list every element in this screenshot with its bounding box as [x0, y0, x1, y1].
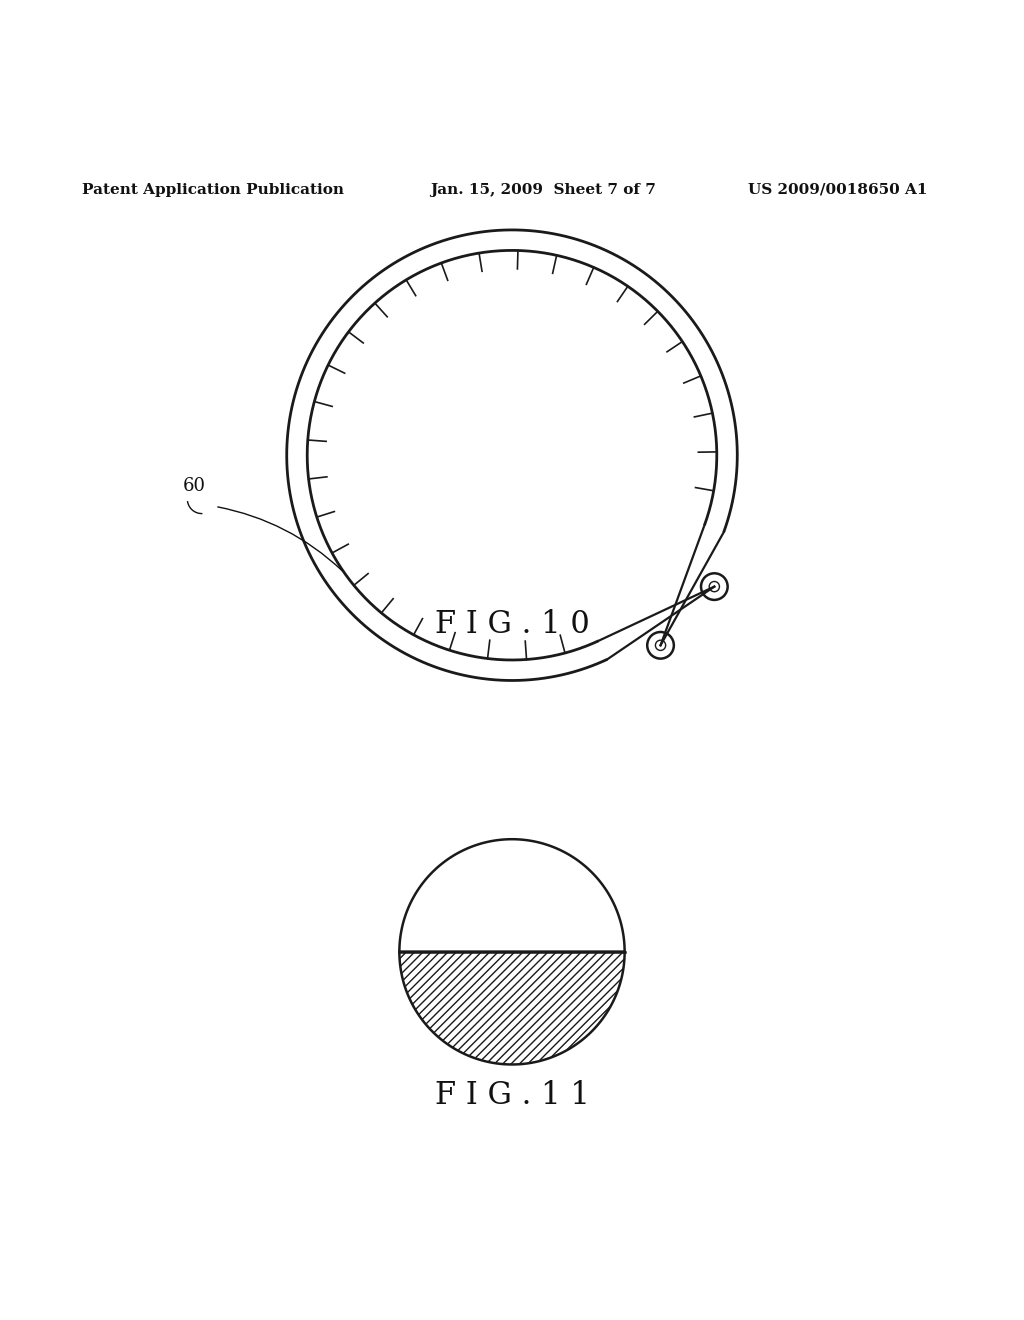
Text: US 2009/0018650 A1: US 2009/0018650 A1: [748, 182, 927, 197]
Circle shape: [701, 573, 728, 599]
Circle shape: [647, 632, 674, 659]
Text: Patent Application Publication: Patent Application Publication: [82, 182, 344, 197]
Text: 60: 60: [183, 477, 206, 495]
Polygon shape: [399, 840, 625, 952]
Text: Jan. 15, 2009  Sheet 7 of 7: Jan. 15, 2009 Sheet 7 of 7: [430, 182, 656, 197]
Polygon shape: [399, 952, 625, 1064]
Text: F I G . 1 1: F I G . 1 1: [434, 1080, 590, 1110]
Text: F I G . 1 0: F I G . 1 0: [434, 609, 590, 640]
